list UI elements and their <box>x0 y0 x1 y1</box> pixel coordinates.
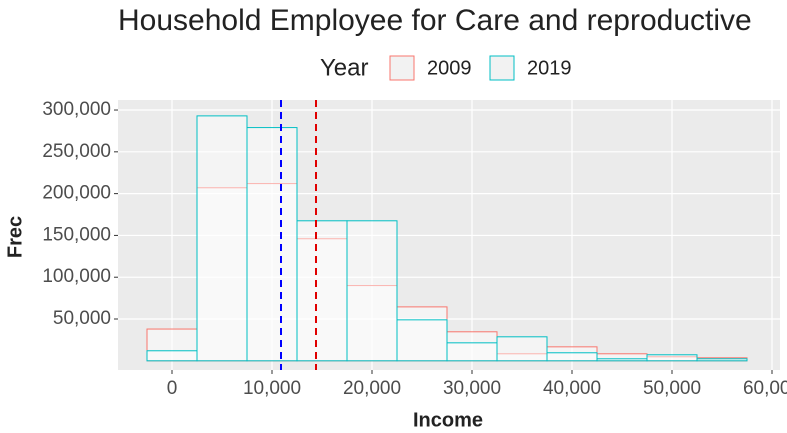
x-tick-label: 40,000 <box>543 378 601 399</box>
bar <box>696 358 748 362</box>
y-axis-label: Frec <box>4 216 26 258</box>
bar <box>396 319 448 362</box>
y-tick-label: 150,000 <box>42 224 111 245</box>
bar <box>196 115 248 362</box>
bar <box>146 350 198 362</box>
y-tick-label: 50,000 <box>53 308 111 329</box>
y-tick-label: 300,000 <box>42 99 111 120</box>
x-tick-label: 10,000 <box>243 378 301 399</box>
bar <box>296 220 348 362</box>
x-tick-label: 0 <box>167 378 178 399</box>
bar <box>596 358 648 362</box>
y-tick-label: 200,000 <box>42 183 111 204</box>
x-axis-label: Income <box>413 409 483 431</box>
bar <box>446 342 498 362</box>
legend-title: Year <box>320 54 369 81</box>
bar <box>496 336 548 362</box>
bar <box>246 127 298 362</box>
y-tick-label: 250,000 <box>42 141 111 162</box>
x-tick-label: 30,000 <box>443 378 501 399</box>
legend-key <box>489 55 515 81</box>
legend-label: 2009 <box>427 57 472 79</box>
bar <box>296 238 348 362</box>
x-tick-label: 60,000 <box>743 378 787 399</box>
bar <box>346 220 398 362</box>
bar <box>546 352 598 362</box>
bar <box>646 354 698 362</box>
chart-title: Household Employee for Care and reproduc… <box>118 4 752 37</box>
legend-key <box>389 55 415 81</box>
x-tick-label: 20,000 <box>343 378 401 399</box>
x-tick-label: 50,000 <box>643 378 701 399</box>
y-tick-label: 100,000 <box>42 266 111 287</box>
bar <box>396 306 448 362</box>
legend-label: 2019 <box>527 57 572 79</box>
